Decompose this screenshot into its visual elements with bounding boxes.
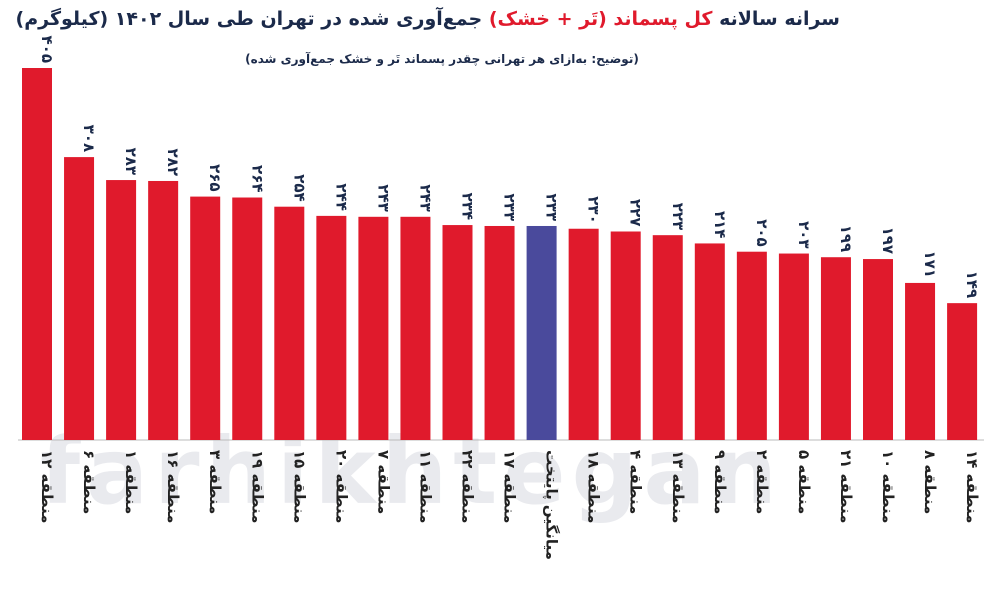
bar bbox=[947, 303, 978, 440]
chart-subtitle: (توضیح: به‌ازای هر تهرانی چقدر پسماند تَ… bbox=[245, 52, 639, 66]
category-label: منطقه ۱۷ bbox=[501, 450, 519, 523]
value-label: ۲۳۰ bbox=[585, 196, 603, 223]
bar bbox=[863, 259, 893, 440]
value-label: ۲۴۳ bbox=[416, 184, 434, 211]
chart-title: سرانه سالانه کل پسماند (تَر + خشک) جمع‌آ… bbox=[16, 8, 840, 30]
bar bbox=[610, 231, 641, 440]
value-label: ۲۳۴ bbox=[459, 193, 477, 220]
bar bbox=[736, 251, 767, 440]
bar bbox=[22, 68, 52, 440]
bar bbox=[778, 253, 809, 440]
value-label: ۲۳۳ bbox=[501, 194, 519, 221]
category-label: منطقه ۱۹ bbox=[248, 450, 266, 523]
value-label: ۲۴۴ bbox=[332, 183, 350, 210]
category-label: منطقه ۱۵ bbox=[290, 450, 308, 523]
category-label: منطقه ۷ bbox=[374, 450, 392, 514]
value-label: ۲۲۳ bbox=[669, 203, 687, 230]
category-label: منطقه ۱۸ bbox=[585, 450, 603, 523]
value-label: ۲۸۲ bbox=[164, 149, 182, 176]
category-label: منطقه ۲۲ bbox=[459, 450, 477, 523]
bar bbox=[148, 180, 179, 440]
category-label: منطقه ۲۰ bbox=[332, 450, 350, 523]
value-label: ۲۳۳ bbox=[543, 194, 561, 221]
bar bbox=[652, 235, 683, 440]
category-label: منطقه ۱۶ bbox=[164, 450, 182, 523]
bar bbox=[484, 225, 515, 440]
bar bbox=[400, 216, 431, 440]
value-label: ۲۴۳ bbox=[374, 184, 392, 211]
category-label: منطقه ۱۳ bbox=[669, 450, 687, 523]
category-label: منطقه ۲ bbox=[753, 450, 771, 514]
bar bbox=[358, 216, 389, 440]
title-highlight: کل پسماند (تَر + خشک) bbox=[488, 8, 713, 30]
value-label: ۲۶۴ bbox=[248, 165, 266, 192]
value-label: ۲۲۷ bbox=[627, 199, 645, 226]
category-label: منطقه ۱۴ bbox=[963, 450, 981, 523]
bar bbox=[526, 225, 557, 440]
category-label: منطقه ۱۱ bbox=[416, 450, 434, 523]
bar bbox=[442, 225, 473, 440]
value-label: ۱۹۹ bbox=[837, 225, 855, 252]
value-label: ۲۵۴ bbox=[290, 174, 308, 201]
value-label: ۲۸۳ bbox=[122, 148, 140, 175]
title-post: جمع‌آوری شده در تهران طی سال ۱۴۰۲ (کیلوگ… bbox=[15, 8, 483, 30]
value-label: ۱۷۱ bbox=[921, 250, 939, 277]
value-label: ۳۰۸ bbox=[80, 125, 98, 152]
title-pre: سرانه سالانه bbox=[719, 8, 840, 30]
value-label: ۱۹۷ bbox=[879, 227, 897, 254]
bar bbox=[274, 206, 305, 440]
value-label: ۲۰۳ bbox=[795, 221, 813, 248]
value-label: ۲۰۵ bbox=[753, 219, 771, 246]
bar bbox=[316, 215, 347, 440]
bar bbox=[905, 282, 936, 440]
category-label: منطقه ۸ bbox=[921, 450, 939, 514]
category-label: منطقه ۱ bbox=[122, 450, 140, 514]
bar bbox=[106, 180, 137, 440]
value-label: ۴۰۵ bbox=[38, 36, 56, 63]
category-label: منطقه ۹ bbox=[711, 450, 729, 514]
bar bbox=[568, 228, 599, 440]
bar bbox=[232, 197, 263, 440]
value-label: ۲۶۵ bbox=[206, 164, 224, 191]
category-label: منطقه ۱۰ bbox=[879, 450, 897, 523]
value-label: ۱۴۹ bbox=[963, 271, 981, 298]
bar bbox=[190, 196, 221, 440]
category-label: منطقه ۶ bbox=[80, 450, 98, 514]
category-label: منطقه ۳ bbox=[206, 450, 224, 514]
bar bbox=[694, 243, 725, 440]
category-label: منطقه ۵ bbox=[795, 450, 813, 514]
category-label: منطقه ۴ bbox=[627, 450, 645, 514]
bar bbox=[820, 257, 851, 440]
category-label: میانگین پایتخت bbox=[542, 450, 561, 560]
bar bbox=[64, 157, 95, 440]
category-label: منطقه ۲۱ bbox=[837, 450, 855, 523]
category-label: منطقه ۱۲ bbox=[38, 450, 56, 523]
value-label: ۲۱۴ bbox=[711, 211, 729, 238]
